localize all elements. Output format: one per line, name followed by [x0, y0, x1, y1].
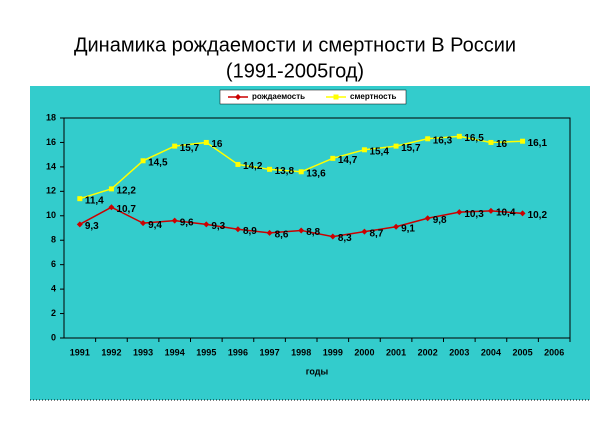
- legend-label: смертность: [350, 92, 396, 101]
- data-label: 14,2: [243, 161, 263, 172]
- data-label: 10,3: [464, 209, 484, 220]
- point: [140, 220, 147, 227]
- data-label: 9,8: [433, 215, 447, 226]
- point: [361, 147, 367, 153]
- point: [76, 221, 83, 228]
- data-label: 12,2: [116, 186, 136, 197]
- point: [298, 169, 304, 175]
- chart-panel: [30, 86, 590, 400]
- y-tick-label: 6: [51, 259, 56, 269]
- x-tick-label: 1994: [165, 347, 185, 357]
- x-tick-label: 1995: [196, 347, 216, 357]
- point: [77, 196, 83, 202]
- data-label: 10,2: [528, 210, 548, 221]
- point: [424, 215, 431, 222]
- y-tick-label: 10: [46, 210, 56, 220]
- point: [171, 217, 178, 224]
- point: [234, 226, 241, 233]
- data-label: 9,6: [180, 217, 194, 228]
- x-tick-label: 2001: [386, 347, 406, 357]
- legend-label: рождаемость: [252, 92, 305, 101]
- chart-title: Динамика рождаемости и смертности В Росс…: [74, 34, 516, 56]
- point: [108, 186, 114, 192]
- data-label: 9,4: [148, 220, 162, 231]
- y-tick-label: 4: [51, 283, 56, 293]
- point: [361, 228, 368, 235]
- x-tick-label: 2002: [418, 347, 438, 357]
- point: [203, 221, 210, 228]
- x-axis-label: годы: [306, 366, 329, 376]
- y-tick-label: 12: [46, 186, 56, 196]
- y-tick-label: 18: [46, 112, 56, 122]
- point: [333, 94, 339, 100]
- data-label: 10,7: [116, 204, 136, 215]
- data-label: 8,3: [338, 233, 352, 244]
- x-tick-label: 2005: [513, 347, 533, 357]
- x-tick-label: 1992: [101, 347, 121, 357]
- y-tick-label: 14: [46, 161, 56, 171]
- data-label: 10,4: [496, 208, 516, 219]
- x-tick-label: 2006: [544, 347, 564, 357]
- point: [108, 204, 115, 211]
- data-label: 9,3: [85, 221, 99, 232]
- data-label: 15,7: [401, 143, 421, 154]
- x-tick-label: 1998: [291, 347, 311, 357]
- legend: [219, 89, 407, 105]
- point: [519, 210, 526, 217]
- y-tick-label: 0: [51, 332, 56, 342]
- point: [487, 207, 494, 214]
- x-tick-label: 2000: [354, 347, 374, 357]
- point: [393, 143, 399, 149]
- data-label: 14,5: [148, 157, 168, 168]
- data-label: 16,5: [464, 133, 484, 144]
- data-label: 13,6: [306, 168, 326, 179]
- x-tick-label: 2003: [449, 347, 469, 357]
- data-label: 16: [496, 139, 508, 150]
- point: [172, 143, 178, 149]
- point: [235, 94, 241, 100]
- x-tick-label: 1991: [70, 347, 90, 357]
- data-label: 8,8: [306, 227, 320, 238]
- data-label: 16,3: [433, 135, 453, 146]
- point: [456, 209, 463, 216]
- point: [267, 166, 273, 172]
- point: [298, 227, 305, 234]
- point: [330, 155, 336, 161]
- data-label: 9,1: [401, 223, 415, 234]
- data-label: 11,4: [85, 195, 104, 206]
- point: [235, 161, 241, 167]
- x-tick-label: 1999: [323, 347, 343, 357]
- point: [329, 233, 336, 240]
- point: [488, 139, 494, 145]
- data-label: 8,6: [275, 230, 289, 241]
- point: [456, 133, 462, 139]
- x-tick-label: 2004: [481, 347, 501, 357]
- data-label: 15,7: [180, 143, 200, 154]
- x-tick-label: 1997: [260, 347, 280, 357]
- point: [520, 138, 526, 144]
- data-label: 14,7: [338, 155, 358, 166]
- point: [266, 229, 273, 236]
- point: [140, 158, 146, 164]
- data-label: 8,7: [369, 228, 383, 239]
- data-label: 9,3: [211, 221, 225, 232]
- point: [425, 136, 431, 142]
- data-label: 16,1: [528, 138, 548, 149]
- x-tick-label: 1993: [133, 347, 153, 357]
- data-label: 8,9: [243, 226, 257, 237]
- point: [203, 139, 209, 145]
- data-label: 13,8: [275, 166, 295, 177]
- data-label: 15,4: [369, 146, 389, 157]
- x-tick-label: 1996: [228, 347, 248, 357]
- y-tick-label: 8: [51, 235, 56, 245]
- data-label: 16: [211, 139, 223, 150]
- y-tick-label: 16: [46, 137, 56, 147]
- y-tick-label: 2: [51, 308, 56, 318]
- chart-subtitle: (1991-2005год): [226, 60, 364, 82]
- point: [393, 223, 400, 230]
